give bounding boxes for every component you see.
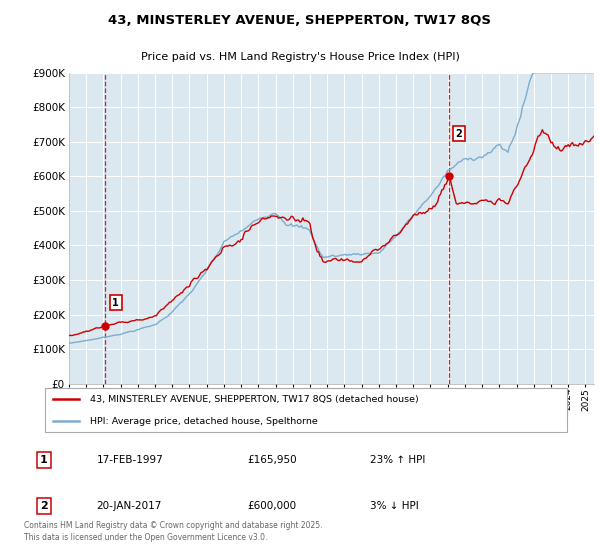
Text: Price paid vs. HM Land Registry's House Price Index (HPI): Price paid vs. HM Land Registry's House … [140,52,460,62]
Text: £600,000: £600,000 [247,501,296,511]
Text: 1: 1 [112,297,119,307]
Text: 1: 1 [40,455,47,465]
Text: Contains HM Land Registry data © Crown copyright and database right 2025.
This d: Contains HM Land Registry data © Crown c… [24,521,323,542]
Text: 43, MINSTERLEY AVENUE, SHEPPERTON, TW17 8QS: 43, MINSTERLEY AVENUE, SHEPPERTON, TW17 … [109,14,491,27]
Text: 20-JAN-2017: 20-JAN-2017 [97,501,162,511]
Text: HPI: Average price, detached house, Spelthorne: HPI: Average price, detached house, Spel… [89,417,317,426]
Text: 17-FEB-1997: 17-FEB-1997 [97,455,163,465]
Text: 2: 2 [40,501,47,511]
Text: 3% ↓ HPI: 3% ↓ HPI [370,501,419,511]
Text: 23% ↑ HPI: 23% ↑ HPI [370,455,425,465]
Text: 2: 2 [455,129,462,139]
Text: 43, MINSTERLEY AVENUE, SHEPPERTON, TW17 8QS (detached house): 43, MINSTERLEY AVENUE, SHEPPERTON, TW17 … [89,395,418,404]
FancyBboxPatch shape [44,388,568,432]
Text: £165,950: £165,950 [247,455,297,465]
